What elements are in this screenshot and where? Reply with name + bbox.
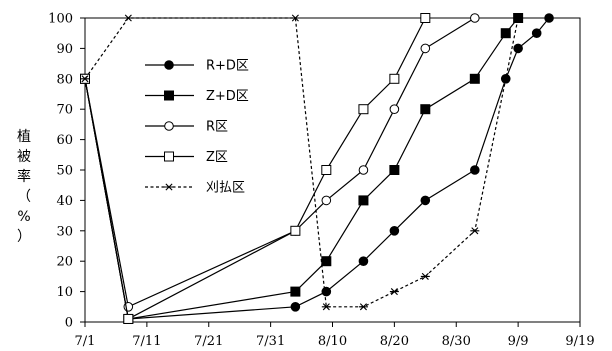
data-point	[358, 303, 368, 311]
data-point	[389, 165, 400, 175]
series-5	[80, 14, 523, 311]
data-point	[321, 256, 332, 267]
data-point	[420, 13, 431, 23]
data-point	[164, 183, 174, 191]
data-point	[123, 14, 133, 22]
series-line	[84, 17, 550, 320]
y-tick-label: 10	[56, 285, 73, 300]
data-point	[358, 195, 369, 206]
data-point	[321, 286, 332, 297]
data-point	[470, 165, 480, 175]
series-line	[84, 17, 519, 320]
y-tick-label: 90	[56, 42, 73, 57]
data-point	[358, 256, 369, 267]
y-axis-label-char: 率	[17, 168, 31, 185]
series-2	[80, 13, 524, 324]
legend-label: Z+D区	[206, 89, 249, 104]
data-point	[420, 104, 431, 115]
data-point	[321, 165, 332, 175]
x-tick-label: 8/10	[318, 334, 347, 349]
data-point	[290, 14, 300, 22]
data-point	[164, 60, 174, 70]
x-tick-label: 7/31	[256, 334, 285, 349]
legend-label: 刈払区	[206, 181, 245, 196]
data-point	[164, 121, 174, 131]
y-tick-label: 70	[56, 103, 73, 118]
data-point	[321, 303, 331, 311]
y-tick-label: 60	[56, 133, 73, 148]
plot-frame	[84, 17, 581, 323]
plot-axes	[84, 17, 581, 323]
data-point	[500, 28, 511, 39]
legend-item: Z+D区	[145, 89, 249, 104]
data-point	[389, 226, 400, 236]
legend-item: Z区	[145, 150, 228, 165]
legend-label: R区	[206, 120, 228, 135]
data-point	[470, 227, 480, 235]
data-point	[80, 75, 90, 83]
data-point	[469, 73, 480, 84]
x-tick-label: 7/21	[194, 334, 223, 349]
series-4	[80, 13, 431, 324]
data-point	[501, 75, 511, 83]
x-tick-label: 9/9	[508, 334, 529, 349]
x-tick-label: 7/1	[75, 334, 96, 349]
y-tick-label: 100	[48, 12, 73, 27]
y-tick-labels: 0 10 20 30 40 50 60 70 80 90 100	[48, 12, 85, 331]
data-point	[290, 302, 301, 312]
y-tick-label: 80	[56, 72, 73, 87]
data-point	[358, 104, 369, 115]
data-point	[389, 288, 399, 296]
series-3	[80, 13, 480, 312]
data-point	[420, 272, 430, 280]
series-line	[84, 17, 476, 308]
y-tick-label: 30	[56, 224, 73, 239]
data-point	[358, 165, 369, 175]
x-tick-label: 7/11	[132, 334, 161, 349]
y-axis-label-char: （	[17, 189, 31, 205]
data-point	[290, 225, 301, 236]
data-point	[290, 286, 301, 297]
data-point	[420, 195, 431, 206]
y-tick-label: 20	[56, 255, 73, 270]
data-point	[420, 43, 431, 54]
y-tick-label: 0	[65, 316, 73, 331]
y-axis-label-char: ）	[17, 229, 31, 245]
data-point	[123, 313, 134, 324]
x-tick-label: 9/19	[565, 334, 594, 349]
data-point	[389, 73, 400, 84]
data-point	[389, 104, 400, 114]
data-point	[470, 13, 480, 23]
legend-label: R+D区	[206, 59, 249, 74]
y-tick-label: 40	[56, 194, 73, 209]
y-axis-label-char: 被	[17, 149, 31, 165]
data-point	[513, 14, 523, 22]
legend-label: Z区	[206, 150, 228, 165]
series-group	[80, 13, 554, 324]
series-line	[84, 17, 519, 308]
x-tick-labels: 7/1 7/11 7/21 7/31 8/10 8/20 8/30 9/9 9/19	[75, 322, 595, 349]
legend-item: R区	[145, 120, 228, 135]
y-axis-label-char: %	[17, 209, 30, 225]
x-tick-label: 8/20	[380, 334, 409, 349]
data-point	[321, 195, 332, 206]
legend-item: R+D区	[145, 59, 249, 74]
data-point	[531, 28, 542, 39]
x-tick-label: 8/30	[442, 334, 471, 349]
y-axis-label-char: 植	[17, 129, 31, 145]
legend-item: 刈払区	[145, 181, 245, 196]
series-1	[80, 13, 554, 324]
data-point	[544, 13, 554, 23]
data-point	[164, 151, 174, 162]
data-point	[513, 43, 523, 54]
y-tick-label: 50	[56, 164, 73, 179]
y-axis-label: 植被率 （% ）	[17, 129, 31, 245]
series-line	[84, 17, 426, 320]
data-point	[164, 90, 174, 101]
